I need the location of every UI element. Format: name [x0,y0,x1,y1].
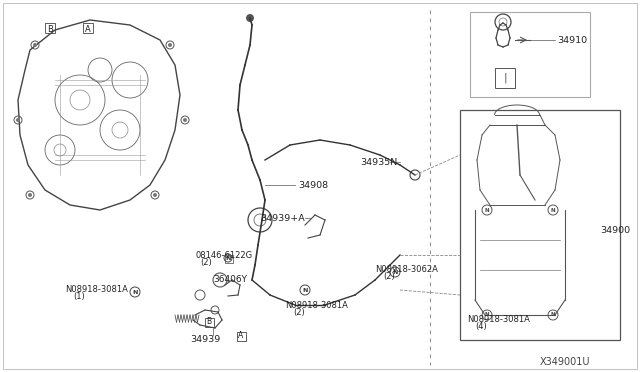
Text: 34910: 34910 [557,35,587,45]
Text: N08918-3081A: N08918-3081A [65,285,128,295]
Circle shape [33,43,37,47]
Text: 34908: 34908 [298,180,328,189]
Bar [470,12,590,97]
Text: A: A [85,25,91,33]
Text: (4): (4) [475,323,487,331]
Circle shape [168,43,172,47]
Text: N: N [392,269,397,275]
Text: N08918-3062A: N08918-3062A [375,266,438,275]
Bar [237,332,246,341]
Bar [45,23,55,33]
Text: B: B [47,25,53,33]
Circle shape [28,193,32,197]
Text: N08918-3081A: N08918-3081A [467,315,530,324]
Text: N: N [484,312,490,317]
Circle shape [16,118,20,122]
Bar [83,23,93,33]
Bar [460,110,620,340]
Text: 34935N: 34935N [360,157,397,167]
Text: 34939+A: 34939+A [260,214,305,222]
Text: (1): (1) [73,292,84,301]
Text: (2): (2) [200,257,212,266]
Text: 34939: 34939 [190,336,220,344]
Text: N: N [550,208,556,212]
Text: 08146-6122G: 08146-6122G [195,250,252,260]
Text: N: N [225,256,230,260]
Text: 36406Y: 36406Y [213,276,247,285]
Circle shape [246,14,254,22]
Bar [495,68,515,88]
Circle shape [183,118,187,122]
Bar [205,318,214,327]
Text: N: N [550,312,556,317]
Circle shape [153,193,157,197]
Text: B: B [207,317,212,327]
Text: N: N [302,288,308,292]
Text: X349001U: X349001U [540,357,591,367]
Text: (2): (2) [293,308,305,317]
Bar [225,255,233,263]
Text: N: N [484,208,490,212]
Text: |: | [503,73,507,83]
Text: 34900: 34900 [600,225,630,234]
PathPatch shape [18,20,180,210]
Text: (2): (2) [383,273,395,282]
Text: N08918-3081A: N08918-3081A [285,301,348,310]
Text: A: A [238,331,244,340]
Text: N: N [132,289,138,295]
